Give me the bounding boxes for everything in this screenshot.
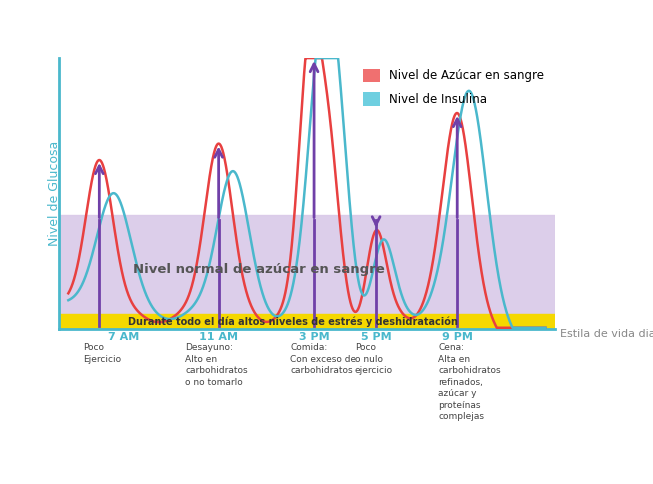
Text: Cena:
Alta en
carbohidratos
refinados,
azúcar y
proteínas
complejas: Cena: Alta en carbohidratos refinados, a… — [438, 344, 501, 421]
Text: 3 PM: 3 PM — [299, 333, 329, 342]
Bar — [59, 314, 555, 329]
Text: 7 AM: 7 AM — [108, 333, 139, 342]
Text: 11 AM: 11 AM — [199, 333, 238, 342]
Text: 5 PM: 5 PM — [361, 333, 391, 342]
Legend: Nivel de Azúcar en sangre, Nivel de Insulina: Nivel de Azúcar en sangre, Nivel de Insu… — [358, 64, 549, 110]
Text: Desayuno:
Alto en
carbohidratos
o no tomarlo: Desayuno: Alto en carbohidratos o no tom… — [185, 344, 248, 387]
Text: 9 PM: 9 PM — [442, 333, 473, 342]
Text: Poco
o nulo
ejercicio: Poco o nulo ejercicio — [355, 344, 392, 375]
Text: Nivel normal de azúcar en sangre: Nivel normal de azúcar en sangre — [133, 263, 385, 276]
Text: Comida:
Con exceso de
carbohidratos: Comida: Con exceso de carbohidratos — [290, 344, 357, 375]
Y-axis label: Nivel de Glucosa: Nivel de Glucosa — [48, 141, 61, 246]
Text: Durante todo el día altos niveles de estrés y deshidratación: Durante todo el día altos niveles de est… — [127, 317, 458, 327]
Bar — [59, 215, 555, 314]
Text: Estila de vida diario: Estila de vida diario — [560, 329, 653, 339]
Text: Poco
Ejercicio: Poco Ejercicio — [83, 344, 121, 364]
